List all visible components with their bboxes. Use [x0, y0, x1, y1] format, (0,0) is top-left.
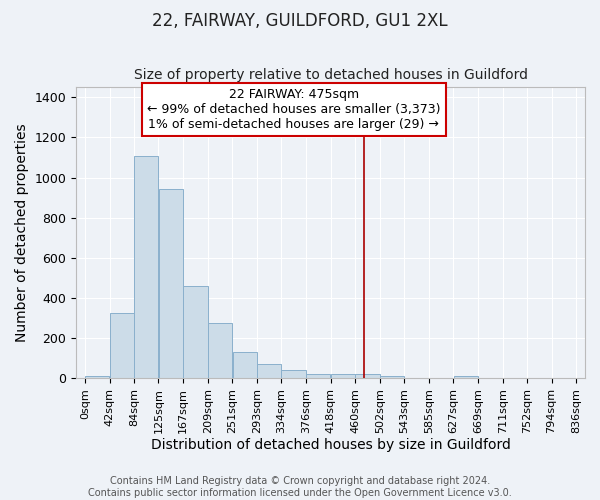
- Bar: [134, 156, 158, 378]
- Text: Contains HM Land Registry data © Crown copyright and database right 2024.
Contai: Contains HM Land Registry data © Crown c…: [88, 476, 512, 498]
- X-axis label: Distribution of detached houses by size in Guildford: Distribution of detached houses by size …: [151, 438, 511, 452]
- Bar: [380, 376, 404, 378]
- Bar: [355, 374, 380, 378]
- Title: Size of property relative to detached houses in Guildford: Size of property relative to detached ho…: [134, 68, 527, 82]
- Bar: [233, 352, 257, 378]
- Bar: [281, 370, 306, 378]
- Bar: [454, 376, 478, 378]
- Bar: [183, 286, 208, 378]
- Bar: [257, 364, 281, 378]
- Text: 22, FAIRWAY, GUILDFORD, GU1 2XL: 22, FAIRWAY, GUILDFORD, GU1 2XL: [152, 12, 448, 30]
- Bar: [158, 188, 183, 378]
- Bar: [306, 374, 331, 378]
- Y-axis label: Number of detached properties: Number of detached properties: [15, 124, 29, 342]
- Bar: [208, 323, 232, 378]
- Bar: [85, 376, 109, 378]
- Bar: [110, 313, 134, 378]
- Text: 22 FAIRWAY: 475sqm
← 99% of detached houses are smaller (3,373)
1% of semi-detac: 22 FAIRWAY: 475sqm ← 99% of detached hou…: [147, 88, 440, 131]
- Bar: [331, 374, 355, 378]
